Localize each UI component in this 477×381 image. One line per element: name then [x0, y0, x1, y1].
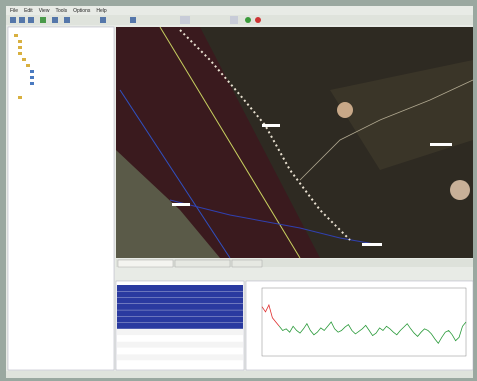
terrain — [116, 150, 220, 258]
map — [116, 26, 474, 259]
menu-item[interactable]: Options — [73, 8, 91, 14]
tool-icon[interactable] — [130, 17, 136, 23]
toolbar — [6, 15, 473, 25]
table-row — [117, 297, 243, 304]
table-row — [117, 329, 243, 336]
tool-icon[interactable] — [10, 17, 16, 23]
tree-icon[interactable] — [18, 40, 22, 43]
table-row — [117, 322, 243, 329]
tool-icon[interactable] — [180, 16, 190, 24]
toolbar-icons — [10, 16, 261, 24]
table-toolbar — [116, 268, 244, 280]
tab[interactable] — [117, 259, 174, 268]
tool-icon[interactable] — [245, 17, 251, 23]
table-row — [117, 341, 243, 348]
clearing — [450, 180, 470, 200]
tree-icon[interactable] — [30, 82, 34, 85]
data-line — [261, 303, 280, 327]
track-line — [159, 26, 301, 259]
menu-item[interactable]: Help — [96, 8, 107, 14]
menu-item[interactable]: File — [10, 8, 18, 14]
tree-icon[interactable] — [18, 52, 22, 55]
plot-area — [261, 287, 467, 357]
tool-icon[interactable] — [40, 17, 46, 23]
tool-icon[interactable] — [52, 17, 58, 23]
table-row — [117, 310, 243, 317]
table-row — [117, 335, 243, 342]
menu-item[interactable]: View — [39, 8, 50, 14]
waypoint-label — [362, 243, 382, 246]
track-line — [119, 89, 231, 259]
tool-icon[interactable] — [230, 16, 238, 24]
tab-bar — [116, 259, 473, 267]
tool-icon[interactable] — [100, 17, 106, 23]
table-row — [117, 285, 243, 291]
tree-icon[interactable] — [18, 96, 22, 99]
tree-icon[interactable] — [30, 70, 34, 73]
tool-icon[interactable] — [255, 17, 261, 23]
tab[interactable] — [174, 259, 231, 268]
clearing — [337, 102, 353, 118]
menu-item[interactable]: Edit — [24, 8, 33, 14]
terrain — [330, 60, 473, 170]
table-row — [117, 360, 243, 367]
tree-panel — [7, 26, 115, 371]
tree-items — [14, 34, 34, 99]
tree-icon[interactable] — [22, 58, 26, 61]
track-line — [169, 199, 381, 246]
tab[interactable] — [231, 259, 263, 268]
tool-icon[interactable] — [64, 17, 70, 23]
table-row — [117, 354, 243, 361]
table-row — [117, 291, 243, 298]
road — [299, 79, 474, 181]
waypoint-label — [262, 124, 280, 127]
table-row — [117, 303, 243, 310]
waypoint-label — [172, 203, 190, 206]
table-row — [117, 316, 243, 323]
status-bar — [6, 371, 473, 378]
tool-icon[interactable] — [28, 17, 34, 23]
tree-icon[interactable] — [26, 64, 30, 67]
table-row — [117, 348, 243, 354]
chart — [261, 287, 467, 357]
tree-icon[interactable] — [18, 46, 22, 49]
tree-icon[interactable] — [30, 76, 34, 79]
data-line — [278, 321, 467, 345]
tree-icon[interactable] — [14, 34, 18, 37]
table-rows — [117, 285, 243, 367]
tool-icon[interactable] — [19, 17, 25, 23]
waypoint-label — [430, 143, 452, 146]
menu-item[interactable]: Tools — [55, 8, 67, 14]
menu-bar: File Edit View Tools Options Help — [10, 8, 107, 14]
